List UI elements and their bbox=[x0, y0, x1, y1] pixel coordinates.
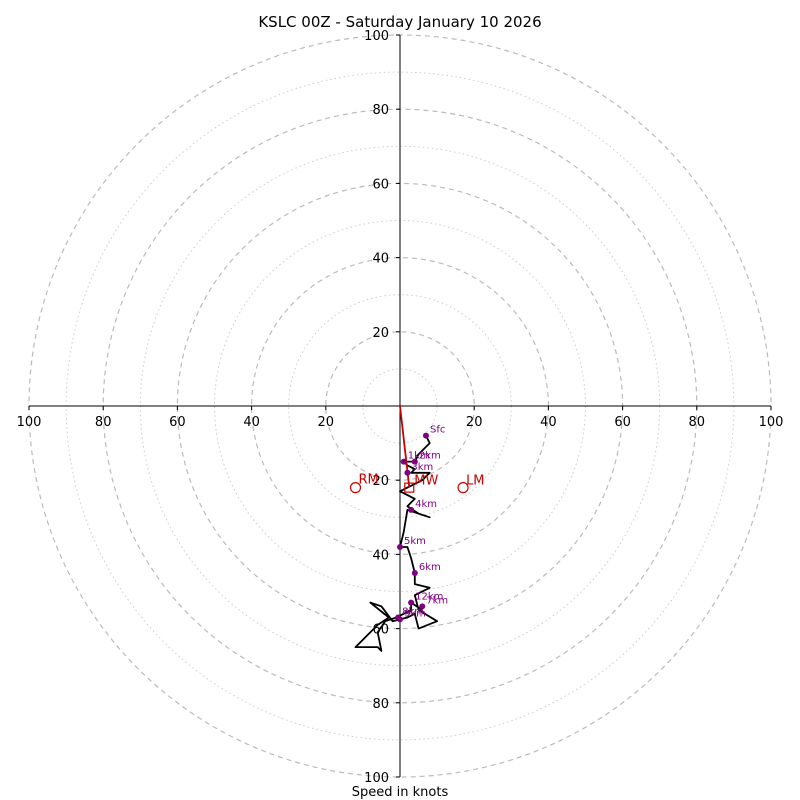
lm-marker bbox=[457, 482, 469, 494]
y-tick-label: 20 bbox=[372, 326, 389, 341]
height-label-2km: 2km bbox=[419, 451, 441, 462]
mw-label: MW bbox=[414, 474, 438, 489]
height-marker-9km bbox=[397, 616, 403, 623]
y-tick-label: 80 bbox=[372, 697, 389, 712]
height-marker-Sfc bbox=[422, 432, 429, 439]
x-tick-label: 80 bbox=[689, 415, 706, 430]
y-tick-label: 60 bbox=[372, 177, 389, 192]
height-label-3km: 3km bbox=[411, 462, 433, 473]
height-marker-1km bbox=[400, 458, 407, 465]
wind-profile bbox=[354, 435, 439, 652]
chart-title: KSLC 00Z - Saturday January 10 2026 bbox=[258, 13, 541, 31]
height-marker-12km bbox=[408, 599, 415, 606]
wind-profile-line bbox=[354, 435, 439, 652]
height-label-1km: 1km bbox=[408, 451, 430, 462]
height-label-8km: 8km bbox=[402, 606, 424, 617]
x-tick-label: 40 bbox=[540, 415, 557, 430]
height-label-Sfc: Sfc bbox=[430, 425, 445, 436]
x-tick-label: 20 bbox=[318, 415, 335, 430]
y-tick-label: 100 bbox=[364, 29, 389, 44]
x-axis-label: Speed in knots bbox=[352, 785, 449, 800]
tick-labels: 100 80 60 40 20 20 40 60 80 100 100 80 60 40 20 20 40 60 8… bbox=[17, 29, 784, 786]
x-tick-label: 100 bbox=[17, 415, 42, 430]
y-tick-label: 100 bbox=[364, 771, 389, 786]
height-marker-4km bbox=[408, 506, 415, 513]
height-label-7km: 7km bbox=[426, 595, 448, 606]
x-tick-label: 60 bbox=[169, 415, 186, 430]
mw-marker bbox=[404, 482, 415, 493]
x-tick-label: 40 bbox=[243, 415, 260, 430]
x-tick-label: 60 bbox=[614, 415, 631, 430]
x-tick-label: 80 bbox=[95, 415, 112, 430]
rm-marker bbox=[349, 482, 362, 494]
height-marker-7km bbox=[419, 603, 426, 610]
height-marker-5km bbox=[397, 543, 403, 550]
lm-label: LM bbox=[466, 474, 484, 489]
height-label-12km: 12km bbox=[415, 592, 443, 603]
x-tick-label: 20 bbox=[466, 415, 483, 430]
height-label-6km: 6km bbox=[419, 562, 441, 573]
height-marker-3km bbox=[404, 469, 411, 476]
y-tick-label: 20 bbox=[372, 474, 389, 489]
height-marker-2km bbox=[411, 458, 418, 465]
x-tick-label: 100 bbox=[759, 415, 784, 430]
y-tick-label: 40 bbox=[372, 252, 389, 267]
height-label-4km: 4km bbox=[415, 499, 437, 510]
y-tick-label: 40 bbox=[372, 548, 389, 563]
height-marker-6km bbox=[411, 569, 418, 576]
height-label-9km: 9km bbox=[404, 608, 426, 619]
y-tick-label: 60 bbox=[372, 623, 389, 638]
rm-label: RM bbox=[358, 473, 378, 488]
y-tick-label: 80 bbox=[372, 103, 389, 118]
height-label-5km: 5km bbox=[404, 536, 426, 547]
